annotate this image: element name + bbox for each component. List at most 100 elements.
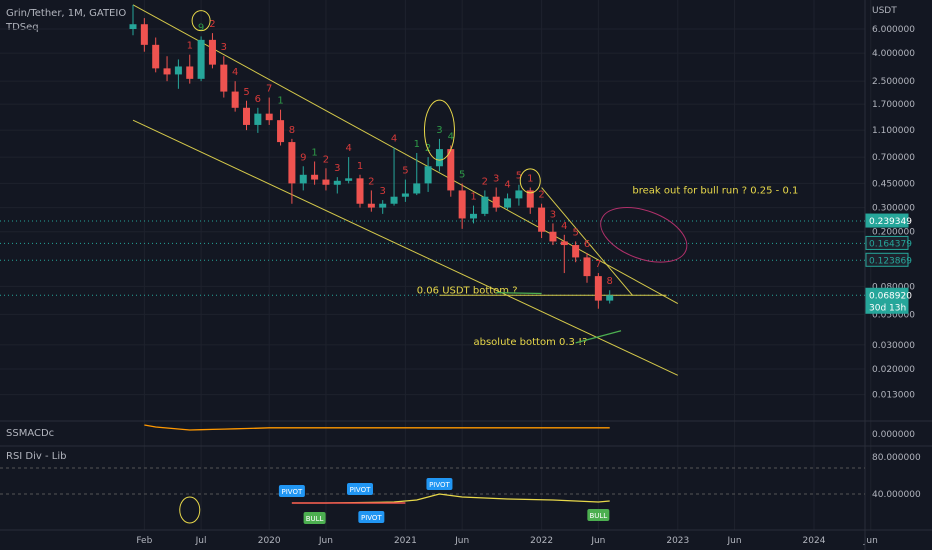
- rsi-marker: [587, 509, 610, 521]
- candle-body: [174, 66, 182, 75]
- td-count-label: 9: [300, 152, 306, 163]
- y-tick-label: 0.300000: [872, 204, 915, 214]
- candle-body: [186, 66, 194, 79]
- candle-body: [254, 113, 262, 125]
- candle-body: [379, 203, 387, 208]
- x-tick-label: Jun: [727, 536, 742, 546]
- highlight-ellipse: [519, 168, 541, 194]
- y-tick-label: 0.030000: [872, 341, 915, 351]
- candle-body: [220, 64, 228, 92]
- candle-body: [515, 190, 523, 199]
- highlight-ellipse: [191, 10, 211, 32]
- x-tick-label: Jun: [590, 536, 605, 546]
- td-count-label: 1: [311, 147, 317, 158]
- candle-body: [447, 149, 455, 191]
- candle-body: [504, 198, 512, 208]
- candle-body: [152, 44, 160, 69]
- td-count-label: 5: [516, 171, 522, 182]
- y-tick-label: 1.100000: [872, 126, 915, 136]
- td-count-label: 1: [187, 41, 193, 52]
- td-count-label: 3: [493, 174, 499, 185]
- rsi-marker-label: PIVOT: [429, 481, 450, 489]
- td-count-label: 5: [459, 169, 465, 180]
- rsi-marker: [358, 511, 385, 523]
- symbol-title: Grin/Tether, 1M, GATEIO: [6, 8, 127, 19]
- y-tick-label: 0.700000: [872, 153, 915, 163]
- indicator-label: TDSeq: [6, 22, 39, 33]
- candle-body: [333, 180, 341, 185]
- candle-body: [277, 120, 285, 143]
- candle-body: [197, 39, 205, 79]
- td-count-label: 3: [436, 125, 442, 136]
- candle-body: [538, 207, 546, 232]
- price-unit-label: USDT: [872, 6, 897, 16]
- candle-body: [413, 183, 421, 194]
- td-count-label: 5: [243, 87, 249, 98]
- td-count-label: 2: [368, 176, 374, 187]
- candle-body: [163, 68, 171, 75]
- candle-body: [140, 24, 148, 45]
- td-count-label: 4: [345, 143, 351, 154]
- td-count-label: 8: [289, 125, 295, 136]
- candle-body: [208, 39, 216, 65]
- candle-body: [401, 193, 409, 197]
- td-count-label: 1: [414, 139, 420, 150]
- y-tick-label: 0.013000: [872, 391, 915, 401]
- x-tick-label: 2021: [394, 536, 417, 546]
- rsi-marker-label: PIVOT: [361, 514, 382, 522]
- td-count-label: 1: [470, 192, 476, 203]
- x-tick-label: Jun: [863, 536, 878, 546]
- candle-body: [129, 24, 137, 29]
- td-count-label: 4: [561, 221, 567, 232]
- candle-body: [549, 231, 557, 242]
- candle-body: [583, 257, 591, 277]
- candle-body: [458, 190, 466, 219]
- rsi-marker-label: BULL: [589, 512, 607, 520]
- price-tag-text: 30d 13h: [869, 303, 906, 313]
- x-tick-label: 2024: [803, 536, 826, 546]
- y-tick-label: 1.700000: [872, 100, 915, 110]
- highlight-ellipse: [179, 496, 201, 524]
- annotation-arrow: [496, 292, 542, 295]
- td-count-label: 2: [538, 190, 544, 201]
- highlight-ellipse: [423, 99, 455, 161]
- td-count-label: 8: [607, 276, 613, 287]
- price-tag: [865, 235, 909, 250]
- macd-tick-label: 0.000000: [872, 430, 915, 440]
- td-count-label: 4: [448, 131, 454, 142]
- td-count-label: 3: [550, 209, 556, 220]
- channel-line: [132, 119, 679, 376]
- candle-body: [367, 203, 375, 208]
- td-count-label: 9: [198, 22, 204, 33]
- td-count-label: 1: [527, 174, 533, 185]
- td-count-label: 7: [595, 259, 601, 270]
- td-count-label: 2: [482, 176, 488, 187]
- candle-body: [492, 196, 500, 208]
- candle-body: [345, 178, 353, 181]
- candle-body: [606, 295, 614, 301]
- y-tick-label: 6.000000: [872, 25, 915, 35]
- td-count-label: 1: [277, 96, 283, 107]
- y-tick-label: 0.200000: [872, 228, 915, 238]
- td-count-label: 5: [572, 227, 578, 238]
- annotation-text: absolute bottom 0.3 !?: [474, 337, 588, 348]
- price-tag: [865, 299, 909, 314]
- price-tag-text: 0.123869: [869, 256, 912, 266]
- td-count-label: 5: [402, 166, 408, 177]
- td-count-label: 4: [391, 134, 397, 145]
- x-tick-label: 2020: [258, 536, 281, 546]
- rsi-marker: [303, 512, 326, 524]
- x-tick-label: Jul: [195, 536, 207, 546]
- td-count-label: 6: [584, 239, 590, 250]
- highlight-ellipse: [600, 206, 688, 263]
- x-tick-label: Jun: [454, 536, 469, 546]
- annotation-text: break out for bull run ? 0.25 - 0.1: [632, 185, 798, 196]
- candle-body: [390, 196, 398, 204]
- price-tag: [865, 213, 909, 228]
- td-count-label: 3: [380, 186, 386, 197]
- y-tick-label: 0.050000: [872, 310, 915, 320]
- candle-body: [470, 213, 477, 219]
- x-tick-label: Jun: [318, 536, 333, 546]
- td-count-label: 2: [323, 154, 329, 165]
